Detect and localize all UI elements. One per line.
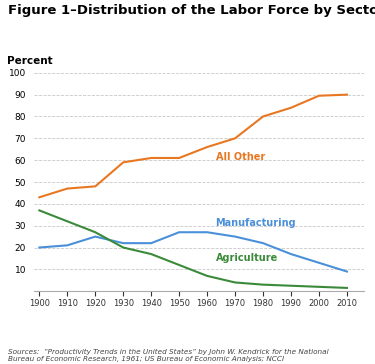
- Text: Percent: Percent: [8, 56, 53, 66]
- Text: Manufacturing: Manufacturing: [216, 218, 296, 228]
- Text: All Other: All Other: [216, 153, 265, 162]
- Text: Sources:  “Productivity Trends in the United States” by John W. Kendrick for the: Sources: “Productivity Trends in the Uni…: [8, 349, 328, 362]
- Text: Agriculture: Agriculture: [216, 253, 278, 263]
- Text: Figure 1–Distribution of the Labor Force by Sector: Figure 1–Distribution of the Labor Force…: [8, 4, 375, 17]
